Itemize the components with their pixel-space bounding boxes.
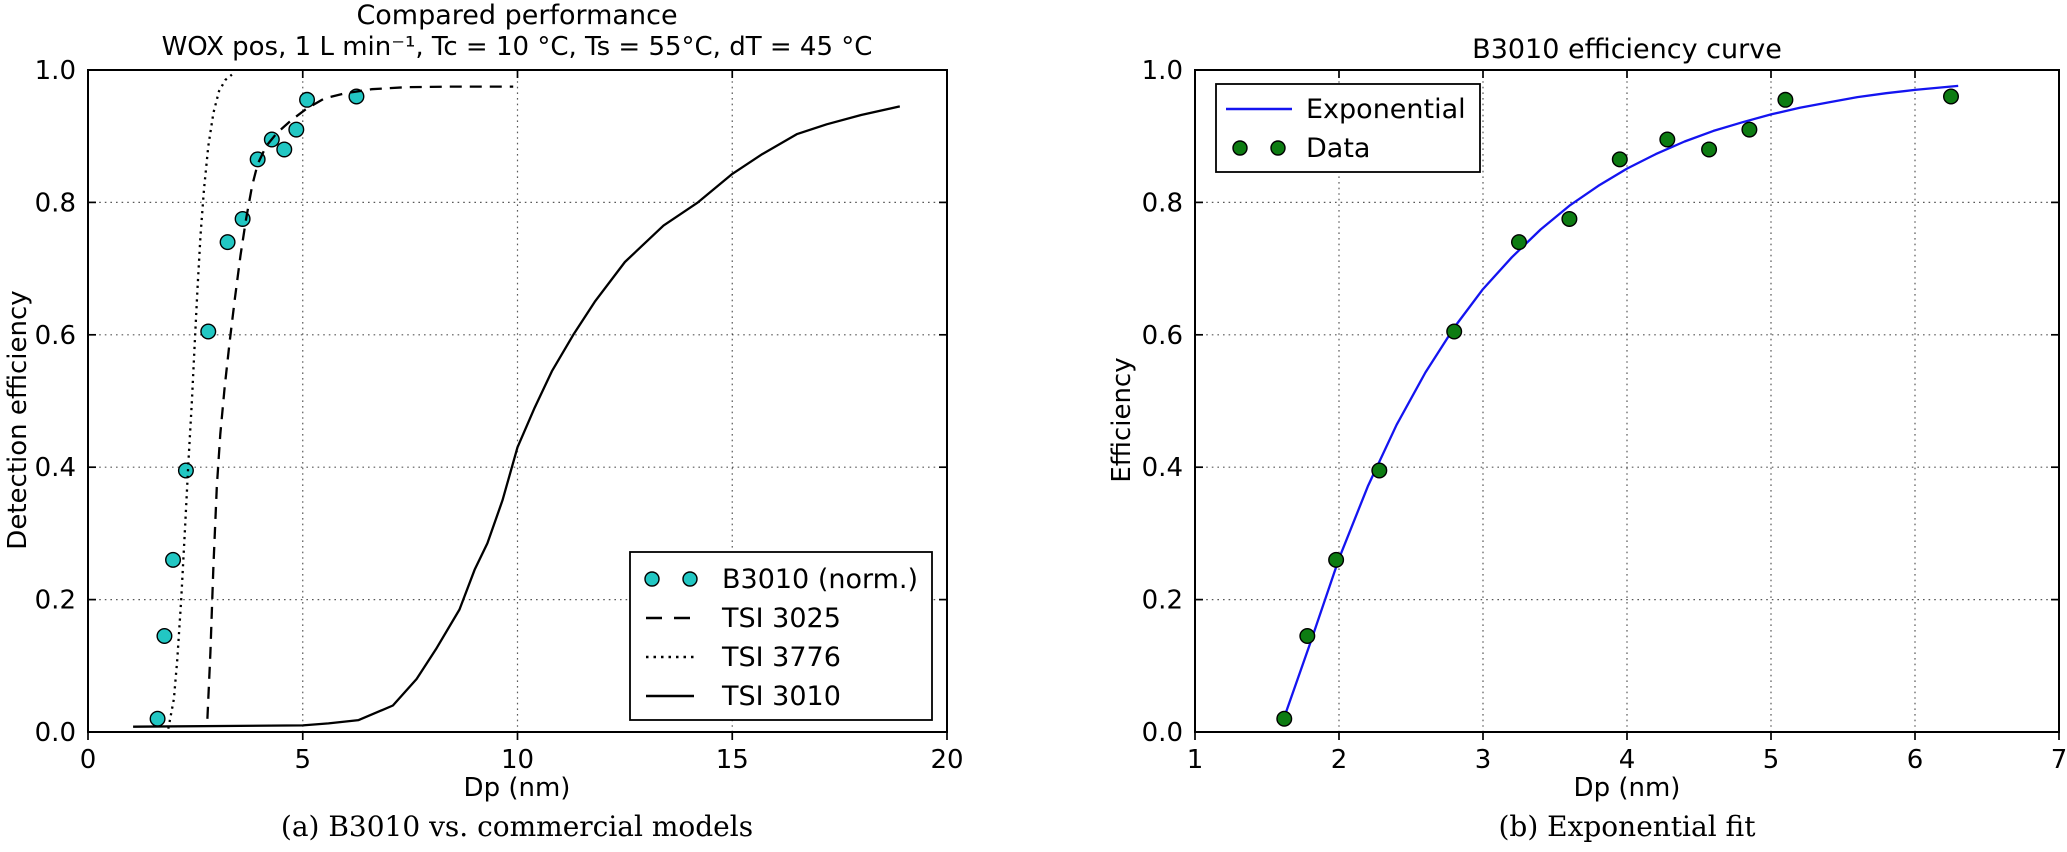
chart-b-caption: (b) Exponential fit (1498, 810, 1756, 843)
data-point (1611, 151, 1628, 168)
legend-marker (1232, 140, 1248, 156)
series-line-solid (1280, 84, 1959, 726)
chart-b-xlabel: Dp (nm) (1574, 773, 1681, 803)
chart-b-title: B3010 efficiency curve (1472, 34, 1782, 65)
data-point (165, 551, 182, 568)
data-point (1777, 91, 1794, 108)
data-point (1659, 131, 1676, 148)
legend-label: Data (1306, 133, 1370, 164)
data-point (276, 141, 293, 158)
series-line-dotted (167, 73, 233, 729)
data-point (299, 91, 316, 108)
data-point (1371, 462, 1388, 479)
data-point (1561, 210, 1578, 227)
x-tick-label: 3 (1475, 745, 1492, 775)
chart-b: B3010 efficiency curve Dp (nm) Efficienc… (1107, 34, 2067, 843)
chart-a-subtitle: WOX pos, 1 L min⁻¹, Tc = 10 °C, Ts = 55°… (162, 32, 873, 62)
x-tick-label: 2 (1331, 745, 1348, 775)
x-tick-label: 5 (294, 745, 311, 775)
legend-marker (682, 571, 698, 587)
data-point (156, 628, 173, 645)
legend-marker (644, 571, 660, 587)
y-tick-label: 1.0 (1142, 56, 1183, 86)
data-point (1942, 88, 1959, 105)
data-point (1446, 323, 1463, 340)
x-tick-label: 10 (501, 745, 534, 775)
legend-label: TSI 3010 (721, 681, 841, 712)
legend-label: B3010 (norm.) (722, 564, 918, 595)
data-point (1276, 710, 1293, 727)
y-tick-label: 1.0 (35, 56, 76, 86)
chart-a-plot-area: 0 5 10 15 20 0.0 0.2 0.4 0.6 0.8 1.0 B3010 (norm.) T… (35, 56, 964, 775)
y-tick-label: 0.6 (35, 321, 76, 351)
data-point (1701, 141, 1718, 158)
x-tick-label: 7 (2051, 745, 2067, 775)
x-tick-label: 1 (1187, 745, 1204, 775)
chart-b-plot-area: 1 2 3 4 5 6 7 0.0 0.2 0.4 0.6 0.8 1.0 Exponential Data (1142, 56, 2067, 775)
data-point (200, 323, 217, 340)
y-tick-label: 0.2 (1142, 586, 1183, 616)
chart-a: Compared performance WOX pos, 1 L min⁻¹,… (3, 0, 964, 843)
x-tick-label: 6 (1907, 745, 1924, 775)
x-tick-label: 20 (930, 745, 963, 775)
y-tick-label: 0.8 (35, 188, 76, 218)
legend-label: TSI 3025 (721, 603, 841, 634)
series-line-dashed (206, 85, 514, 719)
y-tick-label: 0.8 (1142, 188, 1183, 218)
data-point (219, 234, 236, 251)
data-point (1299, 628, 1316, 645)
data-point (1741, 121, 1758, 138)
chart-a-title: Compared performance (356, 0, 677, 31)
y-tick-label: 0.4 (35, 453, 76, 483)
y-tick-label: 0.0 (35, 718, 76, 748)
data-point (1328, 551, 1345, 568)
y-tick-label: 0.4 (1142, 453, 1183, 483)
chart-a-ylabel: Detection efficiency (3, 290, 33, 549)
chart-a-caption: (a) B3010 vs. commercial models (281, 810, 753, 843)
legend-box (1215, 83, 1481, 173)
x-tick-label: 0 (80, 745, 97, 775)
y-tick-label: 0.2 (35, 586, 76, 616)
legend-label: Exponential (1306, 94, 1466, 125)
chart-b-ylabel: Efficiency (1107, 357, 1137, 482)
chart-a-xlabel: Dp (nm) (464, 773, 571, 803)
x-tick-label: 15 (716, 745, 749, 775)
y-tick-label: 0.0 (1142, 718, 1183, 748)
legend-marker (1270, 140, 1286, 156)
data-point (149, 710, 166, 727)
y-tick-label: 0.6 (1142, 321, 1183, 351)
x-tick-label: 4 (1619, 745, 1636, 775)
legend-label: TSI 3776 (721, 642, 841, 673)
data-point (1510, 234, 1527, 251)
legend-box (629, 551, 933, 721)
data-point (288, 121, 305, 138)
series-line-solid (133, 105, 901, 728)
data-point (177, 462, 194, 479)
x-tick-label: 5 (1763, 745, 1780, 775)
